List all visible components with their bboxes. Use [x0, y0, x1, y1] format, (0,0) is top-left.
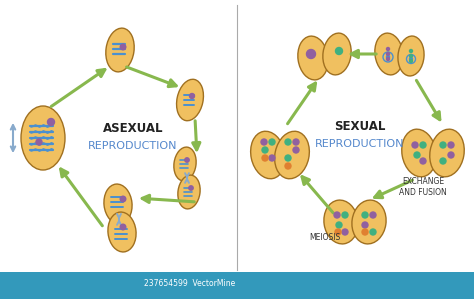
Circle shape: [269, 155, 275, 161]
Ellipse shape: [21, 106, 65, 170]
Circle shape: [47, 118, 55, 126]
Circle shape: [440, 142, 446, 148]
Ellipse shape: [178, 175, 200, 209]
Circle shape: [285, 163, 291, 169]
Ellipse shape: [298, 36, 328, 80]
Circle shape: [386, 57, 390, 60]
Circle shape: [410, 60, 412, 62]
Ellipse shape: [104, 184, 132, 224]
Ellipse shape: [176, 79, 203, 121]
Circle shape: [386, 56, 390, 59]
Circle shape: [336, 48, 343, 54]
Circle shape: [293, 139, 299, 145]
Circle shape: [362, 229, 368, 235]
Circle shape: [414, 152, 420, 158]
Circle shape: [185, 158, 189, 162]
Ellipse shape: [174, 147, 196, 181]
Ellipse shape: [108, 212, 136, 252]
Circle shape: [335, 229, 341, 235]
Ellipse shape: [398, 36, 424, 76]
Ellipse shape: [324, 200, 358, 244]
Bar: [0, 272, 474, 299]
Ellipse shape: [430, 129, 464, 177]
Circle shape: [190, 94, 194, 98]
Text: EXCHANGE
AND FUSION: EXCHANGE AND FUSION: [399, 177, 447, 197]
Circle shape: [262, 155, 268, 161]
Circle shape: [307, 50, 316, 59]
Circle shape: [342, 212, 348, 218]
Ellipse shape: [274, 131, 310, 179]
Circle shape: [336, 222, 342, 228]
Circle shape: [342, 229, 348, 235]
Circle shape: [410, 50, 412, 53]
Circle shape: [362, 222, 368, 228]
Circle shape: [120, 44, 126, 50]
Circle shape: [410, 57, 412, 60]
Circle shape: [36, 139, 42, 145]
Circle shape: [120, 224, 126, 230]
Circle shape: [412, 142, 418, 148]
Ellipse shape: [352, 200, 386, 244]
Circle shape: [420, 158, 426, 164]
Circle shape: [448, 152, 454, 158]
Circle shape: [285, 139, 291, 145]
Circle shape: [262, 147, 268, 153]
Circle shape: [285, 155, 291, 161]
Circle shape: [293, 147, 299, 153]
Circle shape: [440, 158, 446, 164]
Circle shape: [448, 142, 454, 148]
Ellipse shape: [375, 33, 403, 75]
Text: REPRODUCTION: REPRODUCTION: [88, 141, 178, 151]
Circle shape: [362, 212, 368, 218]
Ellipse shape: [251, 131, 285, 179]
Text: REPRODUCTION: REPRODUCTION: [315, 139, 405, 149]
Circle shape: [410, 54, 412, 57]
Ellipse shape: [323, 33, 351, 75]
Circle shape: [370, 212, 376, 218]
Text: SEXUAL: SEXUAL: [334, 120, 386, 132]
Text: ASEXUAL: ASEXUAL: [103, 121, 163, 135]
Circle shape: [334, 212, 340, 218]
Circle shape: [386, 53, 390, 56]
Circle shape: [370, 229, 376, 235]
Circle shape: [120, 196, 126, 202]
Text: 237654599  VectorMine: 237654599 VectorMine: [145, 280, 236, 289]
Circle shape: [269, 139, 275, 145]
Circle shape: [261, 139, 267, 145]
Circle shape: [386, 48, 390, 51]
Circle shape: [189, 186, 193, 190]
Ellipse shape: [402, 129, 436, 177]
Circle shape: [420, 142, 426, 148]
Text: MEIOSIS: MEIOSIS: [310, 234, 341, 242]
Ellipse shape: [106, 28, 134, 72]
